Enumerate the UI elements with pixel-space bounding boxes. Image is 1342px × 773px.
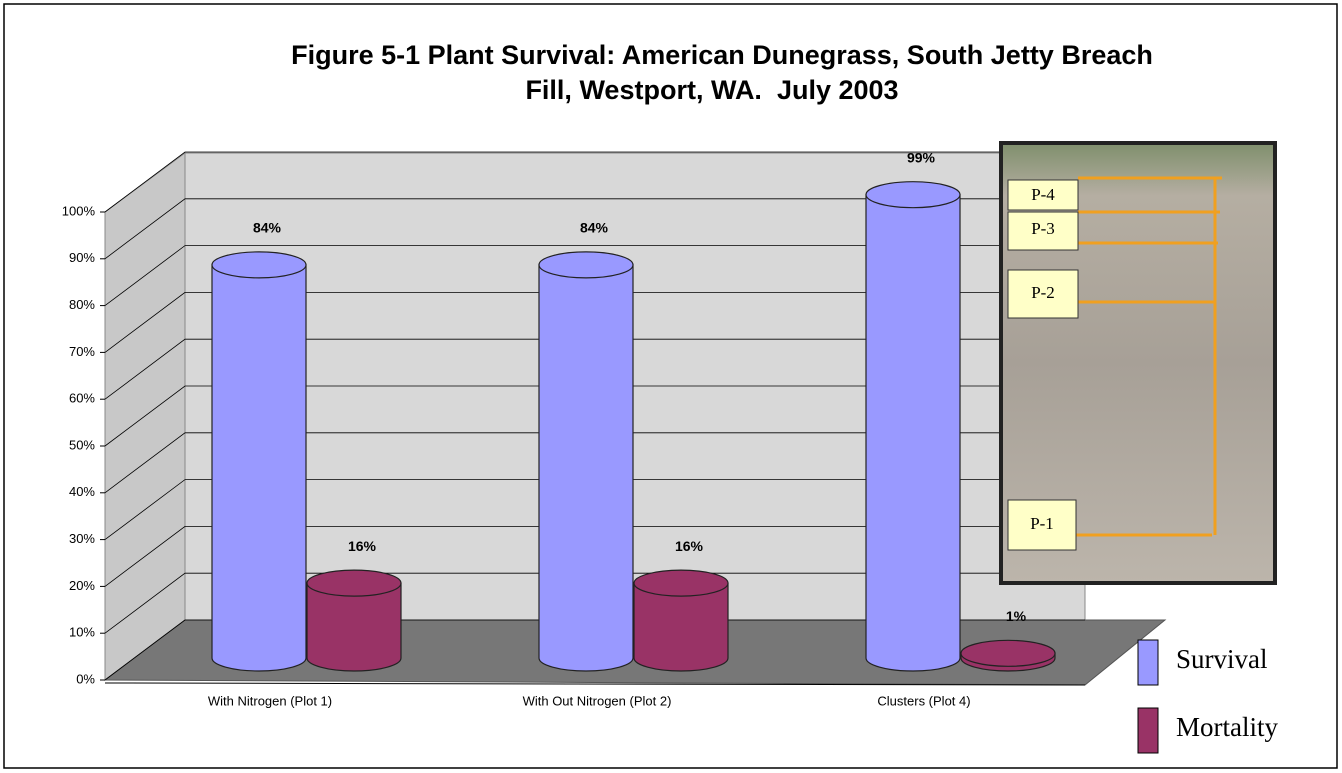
plot-lines	[1076, 176, 1222, 537]
bar-top	[865, 181, 961, 209]
grid-line	[104, 338, 1085, 400]
grid-line	[104, 572, 1085, 634]
grid-line	[104, 385, 1085, 447]
bar	[538, 264, 634, 672]
label-box	[1007, 269, 1079, 319]
y-tick-label: 30%	[69, 531, 95, 546]
chart-title: Figure 5-1 Plant Survival: American Dune…	[291, 40, 1153, 70]
y-tick-label: 10%	[69, 625, 95, 640]
x-axis	[104, 682, 1086, 686]
value-label: 16%	[348, 538, 377, 554]
bar-top	[633, 569, 729, 597]
legend-swatch	[1137, 707, 1159, 754]
x-tick-label: With Out Nitrogen (Plot 2)	[523, 693, 672, 708]
bar	[306, 582, 402, 672]
value-label: 84%	[580, 220, 609, 236]
y-tick-label: 70%	[69, 344, 95, 359]
annotation: P-4	[1031, 185, 1055, 204]
value-label: 16%	[675, 538, 704, 554]
bar-top	[211, 251, 307, 279]
label-box	[1007, 179, 1079, 211]
y-tick-label: 60%	[69, 391, 95, 406]
legend-label: Survival	[1176, 644, 1268, 674]
y-tick-label: 90%	[69, 250, 95, 265]
grid-line	[104, 245, 1085, 306]
bar	[211, 264, 307, 672]
annotation: P-1	[1030, 514, 1054, 533]
annotation: P-3	[1031, 219, 1055, 238]
grid-line	[104, 151, 1085, 213]
grid-line	[104, 479, 1085, 540]
bar-top	[538, 251, 634, 279]
grid-line	[104, 432, 1085, 494]
grid-line	[104, 291, 1085, 353]
bar	[865, 194, 961, 672]
photo-inset: P-4 P-3 P-2 P-1	[999, 141, 1277, 585]
annotation: P-2	[1031, 283, 1055, 302]
value-label: 99%	[907, 149, 936, 165]
value-label: 84%	[253, 220, 282, 236]
y-tick-label: 100%	[62, 203, 96, 218]
value-label: 1%	[1006, 608, 1027, 624]
x-tick-label: Clusters (Plot 4)	[877, 693, 970, 708]
label-box	[1007, 499, 1077, 551]
bar	[633, 582, 729, 672]
y-tick-label: 40%	[69, 484, 95, 499]
y-tick-label: 20%	[69, 578, 95, 593]
bar-top	[960, 639, 1056, 667]
y-tick-label: 50%	[69, 437, 95, 452]
label-box	[1007, 211, 1079, 251]
chart-title: Fill, Westport, WA. July 2003	[525, 75, 898, 105]
legend-swatch	[1137, 639, 1159, 686]
legend-label: Mortality	[1176, 712, 1278, 742]
x-tick-label: With Nitrogen (Plot 1)	[208, 693, 332, 708]
bar-top	[306, 569, 402, 597]
y-tick-label: 80%	[69, 297, 95, 312]
grid-line	[104, 198, 1085, 260]
grid-line	[104, 619, 1085, 681]
grid-line	[104, 526, 1085, 587]
y-tick-label: 0%	[76, 671, 95, 686]
